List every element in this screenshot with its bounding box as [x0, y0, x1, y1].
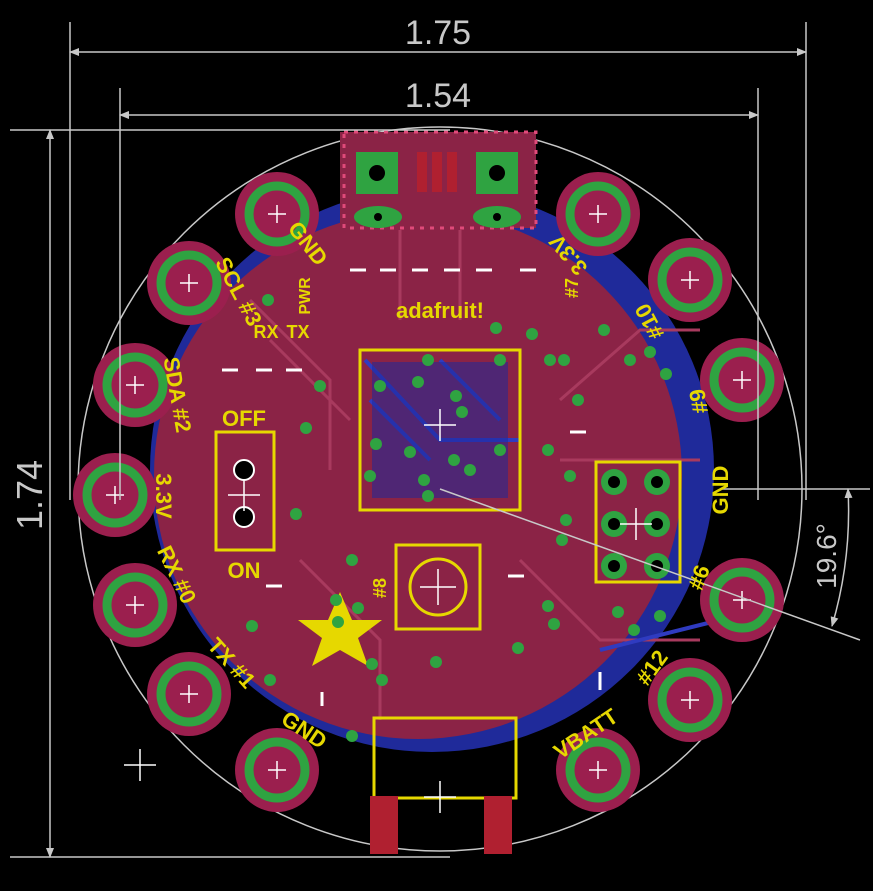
via [332, 616, 344, 628]
via [364, 470, 376, 482]
dimension-height: 1.74 [9, 460, 50, 530]
via [660, 368, 672, 380]
label-on: ON [228, 558, 261, 583]
via [300, 422, 312, 434]
usb-outline [342, 130, 538, 230]
via [422, 490, 434, 502]
label-pin9: #9 [684, 387, 713, 415]
crosshair-marks [124, 409, 652, 813]
via [612, 606, 624, 618]
via [374, 380, 386, 392]
via [376, 674, 388, 686]
via [450, 390, 462, 402]
via [624, 354, 636, 366]
via [558, 354, 570, 366]
adafruit-star-logo [298, 592, 382, 666]
via [412, 376, 424, 388]
via [560, 514, 572, 526]
via [314, 380, 326, 392]
via [418, 474, 430, 486]
header-2x3 [594, 460, 682, 584]
via [494, 354, 506, 366]
label-pin7: #7 [562, 278, 582, 298]
label-off: OFF [222, 406, 266, 431]
via [352, 602, 364, 614]
dimension-width-outer: 1.75 [405, 14, 471, 52]
smd-pads [222, 268, 602, 706]
via [366, 658, 378, 670]
switch-outline [214, 430, 276, 552]
via [542, 600, 554, 612]
via [262, 294, 274, 306]
vias [246, 294, 672, 742]
usb-pads [354, 152, 521, 228]
via [404, 446, 416, 458]
via [548, 618, 560, 630]
button-circle [408, 557, 468, 617]
via [542, 444, 554, 456]
via [512, 642, 524, 654]
label-gnd-right: GND [708, 466, 733, 515]
via [448, 454, 460, 466]
label-rx: RX [253, 322, 278, 342]
via [346, 554, 358, 566]
via [490, 322, 502, 334]
via [464, 464, 476, 476]
label-3v3-left: 3.3V [151, 473, 176, 519]
via [598, 324, 610, 336]
battery-connector [370, 716, 518, 854]
via [654, 610, 666, 622]
via [264, 674, 276, 686]
label-tx: TX [286, 322, 309, 342]
via [564, 470, 576, 482]
label-pwr: PWR [297, 277, 314, 315]
brand-label: adafruit! [396, 298, 484, 323]
dimension-angle: 19.6° [811, 523, 842, 589]
label-pin8: #8 [370, 578, 390, 598]
via [644, 346, 656, 358]
via [456, 406, 468, 418]
via [556, 534, 568, 546]
via [330, 594, 342, 606]
via [346, 730, 358, 742]
via [290, 508, 302, 520]
via [526, 328, 538, 340]
via [370, 438, 382, 450]
via [544, 354, 556, 366]
via [422, 354, 434, 366]
mcu-chip-outline [358, 348, 522, 512]
via [494, 444, 506, 456]
dimension-lines [10, 22, 870, 858]
traces [248, 230, 700, 720]
edge-pads [73, 172, 784, 812]
dimension-width-inner: 1.54 [405, 77, 471, 115]
via [628, 624, 640, 636]
button-outline [394, 543, 482, 631]
via [246, 620, 258, 632]
switch-hole-top [233, 459, 255, 481]
via [572, 394, 584, 406]
via [430, 656, 442, 668]
